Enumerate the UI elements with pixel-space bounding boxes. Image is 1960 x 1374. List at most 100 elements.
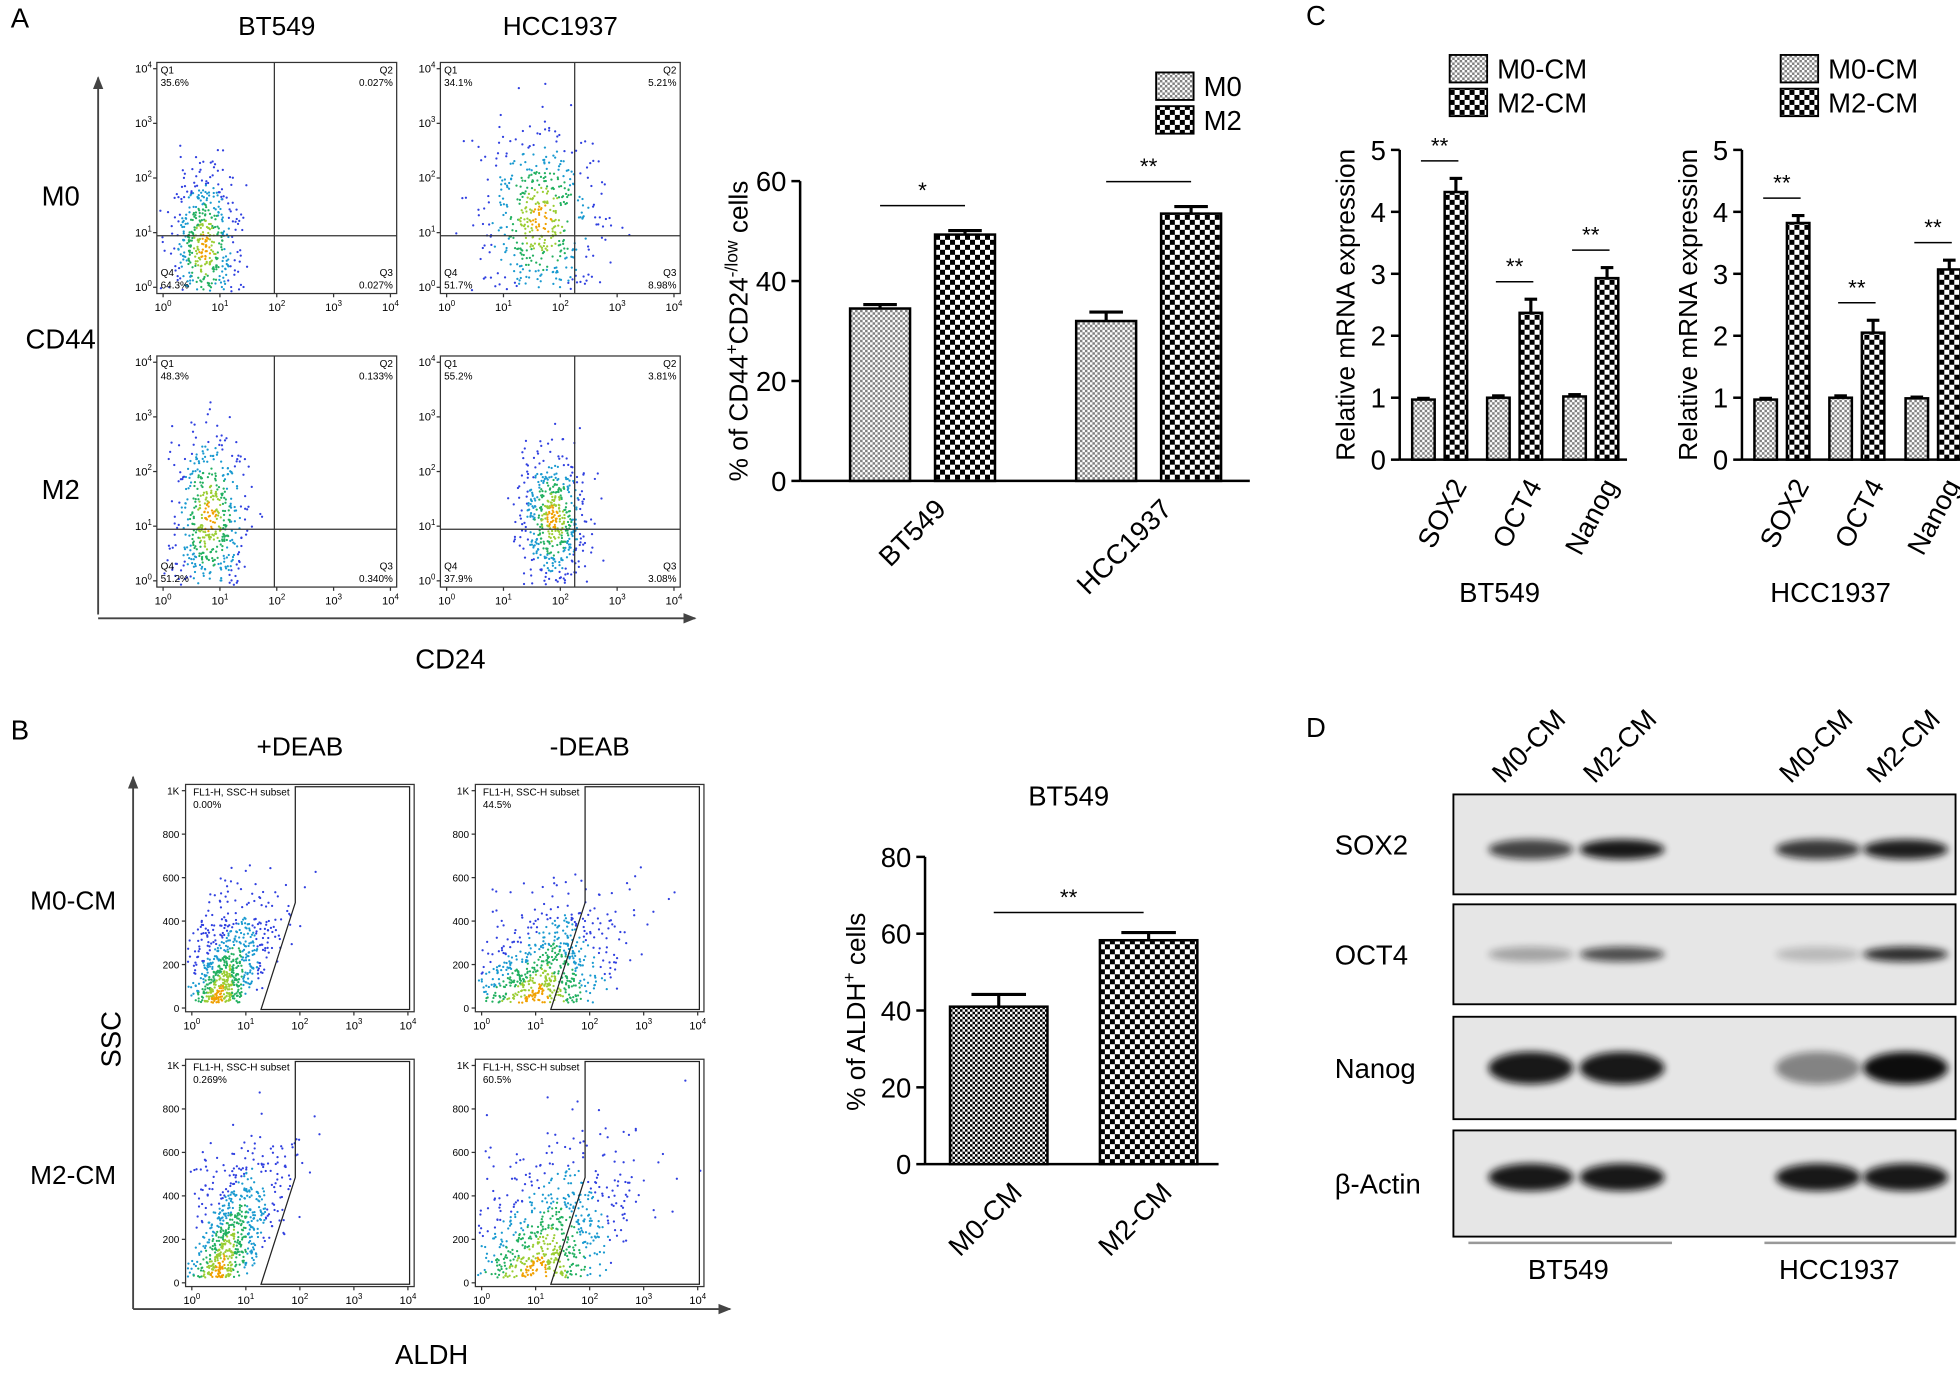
event-dot [247, 465, 250, 468]
event-dot [169, 252, 173, 255]
event-dot [244, 533, 248, 536]
event-dot [547, 530, 550, 533]
tick-exponent: 4 [394, 299, 399, 308]
event-dot [516, 277, 519, 281]
event-dot [231, 241, 235, 244]
event-dot [225, 196, 228, 199]
event-dot [225, 546, 229, 549]
event-dot [208, 1260, 212, 1263]
event-dot [528, 951, 531, 954]
event-dot [179, 583, 183, 586]
event-dot [217, 1202, 221, 1205]
event-dot [543, 579, 546, 582]
event-dot [493, 1237, 496, 1240]
event-dot [548, 1181, 551, 1185]
event-dot [561, 559, 564, 562]
event-dot [552, 554, 556, 557]
tick-label: 400 [163, 917, 180, 928]
quadrant-name: Q2 [380, 359, 394, 370]
event-dot [564, 257, 567, 260]
event-dot [540, 257, 543, 260]
event-dot [208, 949, 211, 952]
event-dot [546, 1132, 549, 1135]
event-dot [183, 457, 187, 461]
quadrant-percent: 0.027% [359, 78, 393, 89]
event-dot [526, 962, 529, 965]
event-dot [521, 958, 524, 961]
event-dot [496, 925, 499, 928]
event-dot [249, 969, 252, 972]
event-dot [200, 513, 203, 516]
event-dot [202, 471, 205, 475]
event-dot [534, 994, 537, 997]
event-dot [231, 1123, 235, 1127]
event-dot [252, 1216, 256, 1220]
event-dot [482, 277, 485, 280]
column-header: -DEAB [550, 732, 630, 762]
event-dot [186, 524, 190, 527]
event-dot [527, 989, 531, 992]
event-dot [180, 511, 183, 514]
event-dot [240, 955, 243, 958]
event-dot [673, 891, 676, 894]
event-dot [581, 917, 585, 920]
event-dot [204, 184, 208, 187]
tick-base: 10 [609, 302, 622, 314]
event-dot [192, 565, 196, 568]
event-dot [204, 263, 207, 266]
event-dot [572, 479, 575, 483]
event-dot [213, 999, 216, 1002]
event-dot [225, 1199, 228, 1202]
event-dot [225, 999, 228, 1002]
event-dot [191, 266, 194, 269]
event-dot [505, 288, 508, 291]
event-dot [202, 978, 205, 981]
event-dot [518, 202, 521, 205]
event-dot [553, 989, 556, 992]
event-dot [215, 1170, 218, 1173]
event-dot [535, 508, 538, 511]
event-dot [229, 1269, 232, 1272]
tick-label: 200 [163, 960, 180, 971]
event-dot [577, 1169, 580, 1173]
event-dot [483, 244, 486, 247]
event-dot [532, 532, 536, 535]
event-dot [536, 523, 539, 526]
event-dot [217, 1268, 220, 1272]
event-dot [503, 961, 506, 964]
event-dot [234, 1214, 237, 1217]
event-dot [543, 241, 546, 244]
tick-exponent: 4 [702, 1292, 707, 1301]
tick-label: 101 [527, 1017, 544, 1032]
tick-label: 400 [452, 1192, 469, 1203]
event-dot [204, 931, 207, 935]
event-dot [560, 159, 563, 163]
event-dot [231, 926, 234, 929]
legend-label: M0-CM [1497, 54, 1587, 85]
event-dot [212, 512, 215, 515]
event-dot [207, 231, 210, 235]
event-dot [488, 1156, 491, 1159]
event-dot [574, 1214, 578, 1217]
event-dot [234, 1250, 237, 1254]
event-dot [265, 923, 268, 926]
event-dot [566, 1241, 569, 1244]
event-dot [171, 425, 174, 428]
event-dot [575, 1220, 578, 1223]
event-dot [500, 1238, 503, 1241]
event-dot [510, 1210, 513, 1213]
event-dot [558, 457, 561, 460]
event-dot [192, 981, 195, 985]
event-dot [227, 1211, 230, 1215]
event-dot [219, 1236, 223, 1239]
event-dot [186, 280, 189, 283]
event-dot [255, 932, 258, 935]
event-dot [205, 983, 208, 986]
event-dot [508, 960, 511, 963]
event-dot [563, 181, 566, 184]
tick-label: 1K [457, 1061, 470, 1072]
event-dot [584, 939, 587, 942]
event-dot [207, 191, 211, 194]
event-dot [211, 533, 214, 536]
event-dot [199, 233, 203, 236]
